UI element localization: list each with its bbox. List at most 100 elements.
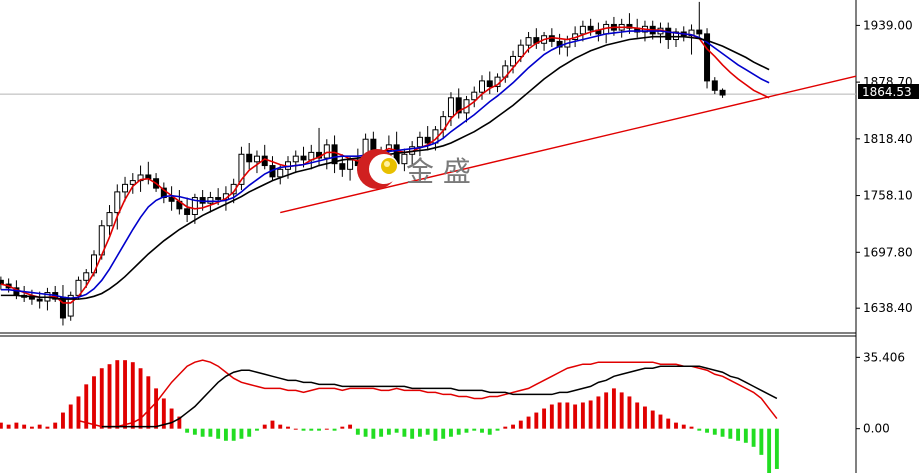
macd-histogram-bar: [92, 376, 96, 429]
candle-body: [665, 27, 672, 41]
macd-histogram-bar: [495, 428, 500, 431]
macd-histogram-bar: [247, 428, 252, 437]
macd-panel: [0, 359, 779, 473]
candle-body: [0, 279, 4, 285]
candle: [603, 20, 610, 44]
candle-body: [455, 97, 462, 114]
candle-body: [215, 197, 222, 200]
macd-line: [78, 359, 778, 428]
macd-histogram-bar: [549, 404, 554, 429]
macd-histogram-bar: [324, 428, 329, 430]
candle: [339, 154, 346, 177]
macd-histogram-bar: [185, 428, 190, 433]
macd-histogram-bar: [736, 428, 741, 441]
macd-histogram-bar: [45, 426, 50, 429]
macd-axis-tick-label: 35.406: [863, 350, 905, 364]
macd-histogram-bar: [472, 428, 477, 431]
macd-histogram-bar: [503, 426, 508, 429]
macd-histogram-bar: [697, 428, 702, 431]
macd-histogram-bar: [332, 428, 337, 431]
candle-body: [517, 44, 524, 57]
candle: [207, 191, 214, 213]
candle-body: [510, 55, 517, 67]
macd-histogram-bar: [728, 428, 733, 439]
candle: [253, 150, 260, 174]
macd-histogram-bar: [425, 428, 430, 435]
candle-body: [331, 144, 338, 165]
price-axis-tick-label: 1638.40: [863, 301, 913, 315]
price-axis-tick-label: 1697.80: [863, 245, 913, 259]
candle-body: [401, 153, 408, 165]
candle: [455, 88, 462, 119]
candle-body: [67, 294, 74, 317]
macd-histogram-bar: [674, 422, 678, 429]
macd-histogram-bar: [588, 400, 593, 429]
candle-body: [579, 25, 586, 35]
macd-histogram-bar: [301, 428, 306, 431]
macd-histogram-bar: [705, 428, 709, 433]
macd-histogram-bar: [22, 424, 27, 429]
macd-histogram-bar: [0, 422, 3, 429]
candle: [657, 22, 664, 44]
macd-histogram-bar: [386, 428, 391, 435]
price-axis-tick-label: 1818.40: [863, 132, 913, 146]
candle: [541, 31, 548, 51]
candle: [261, 144, 268, 170]
macd-histogram-bar: [666, 418, 671, 429]
candle: [277, 165, 284, 185]
macd-histogram-bar: [480, 428, 484, 433]
candle-body: [479, 80, 485, 93]
candle-body: [626, 23, 633, 29]
macd-histogram-bar: [464, 428, 469, 433]
macd-histogram-bar: [208, 428, 213, 437]
candle: [184, 197, 191, 222]
candle-body: [688, 29, 695, 37]
macd-histogram-bar: [449, 428, 453, 437]
candle-body: [83, 272, 90, 281]
signal-line: [101, 365, 778, 428]
macd-histogram-bar: [379, 428, 384, 437]
candle: [44, 287, 51, 311]
macd-histogram-bar: [767, 428, 772, 473]
macd-histogram-bar: [123, 360, 127, 429]
price-axis-tick-label: 1939.00: [863, 18, 913, 32]
candle-body: [323, 144, 330, 159]
candle-body: [106, 212, 113, 227]
macd-histogram-bar: [68, 404, 73, 429]
macd-histogram-bar: [239, 428, 244, 439]
macd-histogram-bar: [720, 428, 725, 437]
macd-histogram-bar: [262, 424, 267, 429]
candle: [510, 50, 517, 74]
candle-body: [347, 159, 354, 170]
candle: [673, 28, 679, 48]
macd-histogram-bar: [650, 410, 655, 429]
candle-body: [525, 37, 532, 46]
macd-histogram-bar: [619, 392, 624, 429]
macd-histogram-bar: [363, 428, 368, 437]
macd-histogram-bar: [76, 396, 81, 429]
macd-histogram-bar: [433, 428, 438, 441]
candle-body: [168, 197, 175, 202]
macd-histogram-bar: [712, 428, 717, 435]
macd-histogram-bar: [223, 428, 228, 441]
price-panel: [0, 0, 857, 473]
candle-body: [292, 155, 299, 163]
candle-body: [160, 187, 167, 199]
candle-body: [385, 144, 392, 152]
candle: [145, 161, 152, 185]
candle: [59, 285, 66, 326]
macd-histogram-bar: [53, 422, 58, 429]
macd-histogram-bar: [154, 388, 159, 429]
macd-histogram-bar: [37, 424, 42, 429]
candle: [665, 22, 672, 49]
macd-histogram-bar: [580, 402, 585, 429]
candle-body: [253, 155, 260, 163]
macd-histogram-bar: [487, 428, 492, 435]
candle-body: [59, 296, 66, 319]
macd-histogram-bar: [681, 424, 686, 429]
candle: [246, 142, 253, 170]
macd-histogram-bar: [751, 428, 756, 447]
price-axis-tick-label: 1758.10: [863, 189, 913, 203]
